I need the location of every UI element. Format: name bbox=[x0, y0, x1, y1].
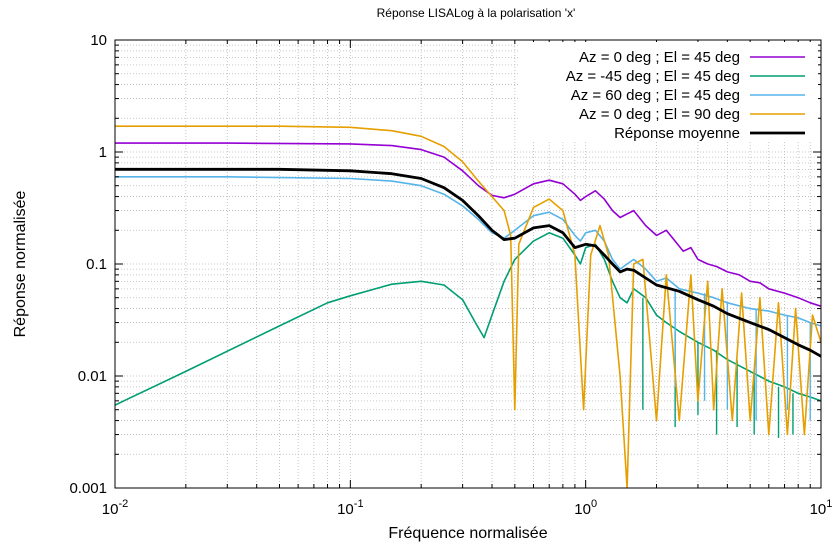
series-line-4 bbox=[115, 167, 821, 358]
series-layer bbox=[115, 125, 821, 488]
x-tick-label: 10-2 bbox=[102, 498, 128, 518]
y-axis-label: Réponse normalisée bbox=[12, 191, 29, 338]
legend: Az = 0 deg ; El = 45 deg Az = -45 deg ; E… bbox=[520, 42, 818, 142]
legend-label-0: Az = 0 deg ; El = 45 deg bbox=[579, 49, 740, 66]
y-tick-label: 0.001 bbox=[69, 480, 107, 497]
series-line-0 bbox=[115, 142, 821, 307]
legend-label-2: Az = 60 deg ; El = 45 deg bbox=[571, 87, 740, 104]
x-tick-label: 100 bbox=[574, 498, 597, 518]
x-tick-label: 10-1 bbox=[337, 498, 363, 518]
y-tick-label: 0.01 bbox=[78, 368, 107, 385]
legend-label-4: Réponse moyenne bbox=[614, 125, 740, 142]
legend-label-1: Az = -45 deg ; El = 45 deg bbox=[566, 68, 740, 85]
y-tick-label: 1 bbox=[99, 144, 107, 161]
y-tick-label: 10 bbox=[90, 32, 107, 49]
x-tick-label: 101 bbox=[810, 498, 833, 518]
series-line-3 bbox=[115, 125, 821, 488]
x-axis-label: Fréquence normalisée bbox=[388, 525, 547, 542]
legend-label-3: Az = 0 deg ; El = 90 deg bbox=[579, 106, 740, 123]
legend-box bbox=[520, 42, 818, 140]
chart-title: Réponse LISALog à la polarisation 'x' bbox=[377, 6, 576, 20]
series-line-2 bbox=[115, 176, 821, 327]
y-tick-label: 0.1 bbox=[86, 256, 107, 273]
series-line-1 bbox=[115, 232, 821, 406]
axis-ticks: 10-2 10-1 100 101 0.001 0.01 0.1 1 10 bbox=[69, 32, 832, 518]
